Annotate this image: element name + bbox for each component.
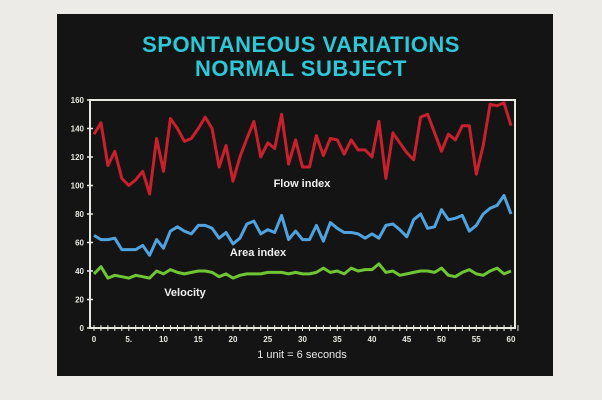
- axes: 0 20 40 60 80 100 120 140 160 0 5. 10 15 20 25 30 35 40 45…: [71, 96, 519, 344]
- x-tick-label: 55: [472, 335, 481, 344]
- y-tick-label: 20: [75, 296, 84, 305]
- x-tick-label: 60: [507, 335, 516, 344]
- series-label: Flow index: [274, 178, 332, 190]
- slide-background: [57, 14, 553, 376]
- x-tick-label: 10: [159, 335, 168, 344]
- y-tick-label: 80: [75, 210, 84, 219]
- y-tick-label: 140: [71, 125, 85, 134]
- x-axis-label: 1 unit = 6 seconds: [257, 349, 347, 361]
- y-tick-label: 120: [71, 153, 85, 162]
- x-tick-label: 50: [437, 335, 446, 344]
- y-tick-label: 40: [75, 267, 84, 276]
- chart-subtitle: NORMAL SUBJECT: [195, 56, 407, 81]
- y-tick-label: 160: [71, 96, 85, 105]
- series-line-flow-index: [92, 101, 513, 196]
- series-line-area-index: [93, 194, 513, 257]
- series-label: Velocity: [164, 287, 206, 299]
- series-lines: [92, 101, 513, 280]
- x-tick-label: 45: [402, 335, 411, 344]
- x-tick-label: 15: [194, 335, 203, 344]
- plot-frame: [89, 99, 516, 329]
- x-tick-label: 0: [92, 335, 97, 344]
- x-tick-label: 40: [368, 335, 377, 344]
- chart-title: SPONTANEOUS VARIATIONS: [142, 32, 460, 57]
- x-tick-label: 5.: [125, 335, 132, 344]
- y-tick-label: 0: [80, 324, 85, 333]
- x-tick-label: 20: [229, 335, 238, 344]
- y-tick-label: 100: [71, 182, 85, 191]
- series-line-velocity: [92, 262, 512, 280]
- series-label: Area index: [230, 247, 287, 259]
- x-tick-label: 30: [298, 335, 307, 344]
- x-tick-label: 35: [333, 335, 342, 344]
- x-tick-label: 25: [263, 335, 272, 344]
- y-tick-label: 60: [75, 239, 84, 248]
- series-labels: Flow index Area index Velocity: [164, 178, 331, 299]
